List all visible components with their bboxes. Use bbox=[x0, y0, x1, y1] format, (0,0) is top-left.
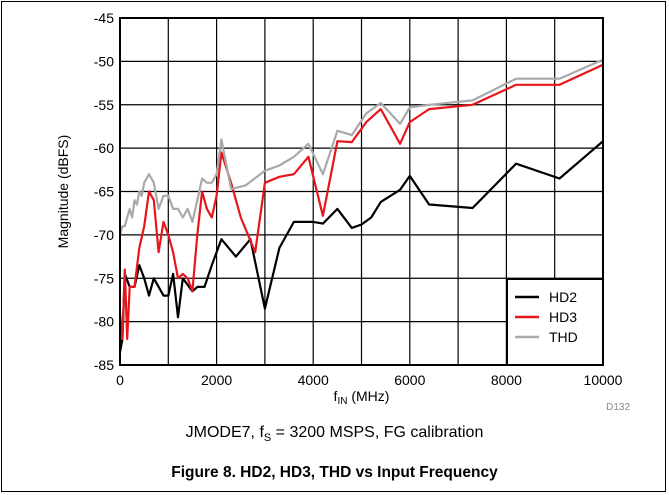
y-axis-label: Magnitude (dBFS) bbox=[55, 135, 71, 249]
x-tick-label: 8000 bbox=[491, 372, 522, 388]
figure-title: Figure 8. HD2, HD3, THD vs Input Frequen… bbox=[171, 464, 498, 481]
caption-subscript: S bbox=[263, 432, 272, 445]
y-tick-label: -65 bbox=[94, 184, 114, 200]
chart-caption: JMODE7, fS = 3200 MSPS, FG calibration bbox=[0, 424, 669, 444]
x-tick-label: 10000 bbox=[584, 372, 623, 388]
y-tick-label: -55 bbox=[94, 97, 114, 113]
series-line-hd3 bbox=[118, 63, 604, 341]
x-tick-label: 4000 bbox=[298, 372, 329, 388]
tick-labels: 0 2000 4000 6000 8000 10000 -45 -50 -55 -60 -65 -70… bbox=[94, 10, 623, 388]
y-tick-label: -70 bbox=[94, 227, 114, 243]
legend-label-thd: THD bbox=[549, 329, 578, 345]
y-tick-label: -60 bbox=[94, 140, 114, 156]
plot-area-border bbox=[119, 17, 604, 366]
caption-text-pre: JMODE7, f bbox=[185, 424, 264, 441]
legend: HD2 HD3 THD bbox=[506, 278, 604, 366]
y-tick-label: -50 bbox=[94, 53, 114, 69]
x-tick-label: 6000 bbox=[394, 372, 425, 388]
y-tick-label: -80 bbox=[94, 314, 114, 330]
caption-text-post: = 3200 MSPS, FG calibration bbox=[271, 424, 484, 441]
x-tick-label: 2000 bbox=[201, 372, 232, 388]
x-axis-label-subscript: IN bbox=[337, 396, 347, 407]
x-tick-label: 0 bbox=[116, 372, 124, 388]
y-tick-label: -45 bbox=[94, 10, 114, 26]
x-axis-label-unit: (MHz) bbox=[347, 388, 389, 404]
legend-box bbox=[506, 278, 604, 366]
x-axis-label-main: f bbox=[334, 388, 338, 404]
chart: 0 2000 4000 6000 8000 10000 -45 -50 -55 -60 -65 -70… bbox=[55, 10, 630, 413]
x-axis-label: fIN (MHz) bbox=[334, 388, 390, 407]
y-tick-label: -75 bbox=[94, 270, 114, 286]
series-line-hd2 bbox=[118, 140, 604, 353]
legend-label-hd2: HD2 bbox=[549, 289, 577, 305]
legend-label-hd3: HD3 bbox=[549, 309, 577, 325]
y-tick-label: -85 bbox=[94, 357, 114, 373]
series-line-thd bbox=[118, 58, 604, 236]
series-lines bbox=[118, 58, 604, 353]
figure-code-label: D132 bbox=[606, 402, 630, 413]
